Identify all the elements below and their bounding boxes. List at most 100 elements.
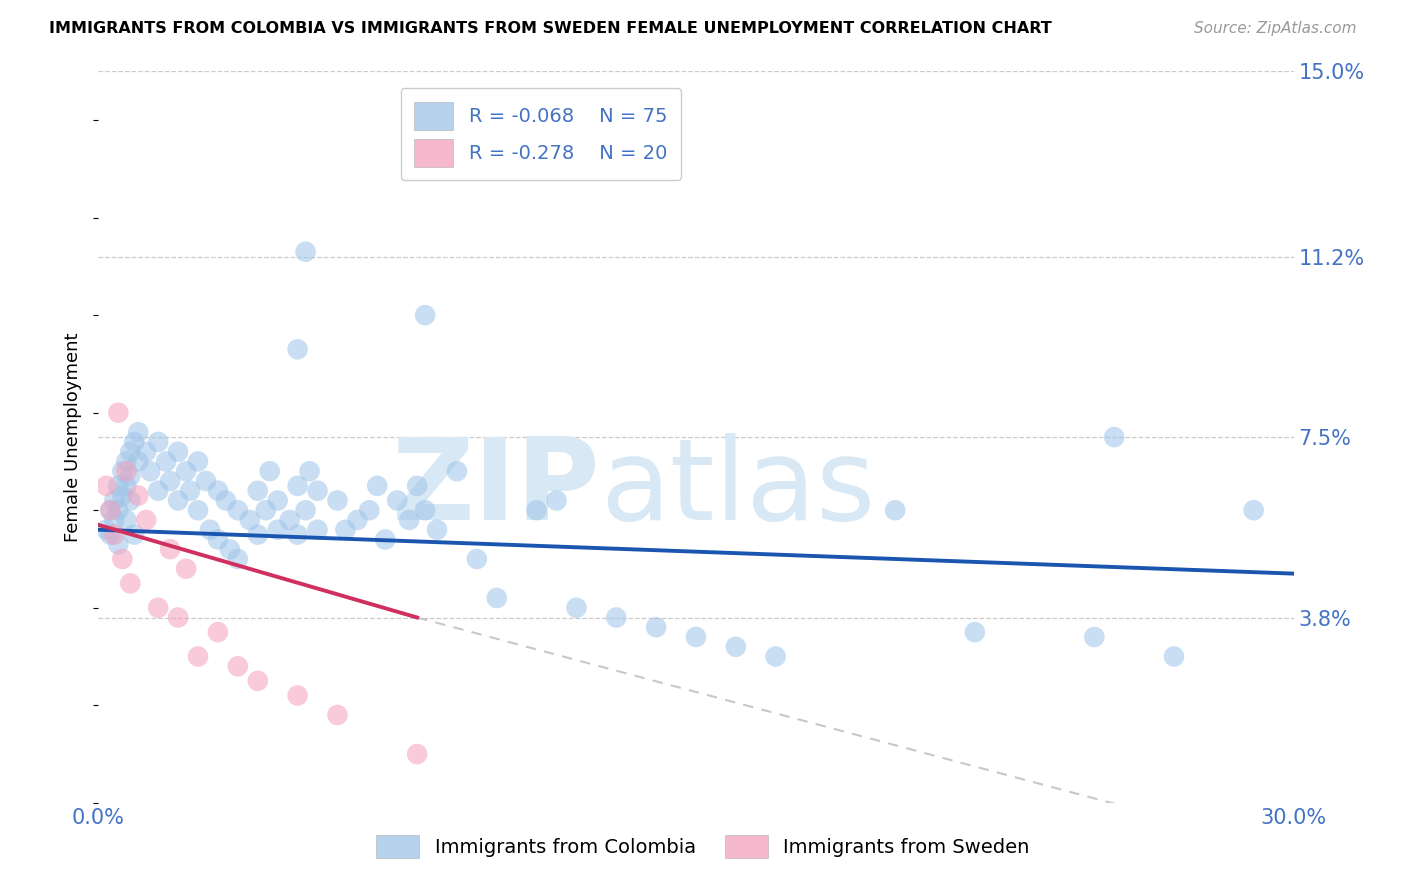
Point — [167, 610, 190, 624]
Point — [115, 479, 138, 493]
Point — [267, 523, 290, 537]
Point — [359, 503, 381, 517]
Point — [96, 523, 118, 537]
Point — [219, 542, 242, 557]
Point — [294, 503, 316, 517]
Point — [259, 464, 281, 478]
Point — [103, 493, 125, 508]
Point — [884, 503, 907, 517]
Point — [103, 513, 125, 527]
Point — [246, 527, 269, 541]
Point — [174, 562, 197, 576]
Point — [294, 244, 316, 259]
Point — [724, 640, 747, 654]
Point — [120, 444, 142, 458]
Point — [963, 625, 986, 640]
Point — [406, 479, 429, 493]
Point — [239, 513, 262, 527]
Point — [226, 659, 249, 673]
Point — [1243, 503, 1265, 517]
Point — [1104, 430, 1126, 444]
Point — [195, 474, 218, 488]
Y-axis label: Female Unemployment: Female Unemployment — [65, 333, 83, 541]
Point — [148, 434, 170, 449]
Point — [326, 493, 349, 508]
Point — [135, 513, 157, 527]
Point — [127, 489, 149, 503]
Point — [1163, 649, 1185, 664]
Point — [96, 479, 118, 493]
Point — [207, 483, 229, 498]
Point — [307, 523, 329, 537]
Point — [287, 479, 309, 493]
Point — [187, 649, 209, 664]
Point — [120, 493, 142, 508]
Point — [174, 464, 197, 478]
Point — [287, 689, 309, 703]
Point — [159, 474, 181, 488]
Point — [127, 454, 149, 468]
Point — [120, 469, 142, 483]
Point — [267, 493, 290, 508]
Point — [98, 503, 122, 517]
Point — [115, 454, 138, 468]
Point — [115, 464, 138, 478]
Point — [278, 513, 301, 527]
Point — [307, 483, 329, 498]
Point — [374, 533, 396, 547]
Point — [107, 406, 129, 420]
Point — [187, 454, 209, 468]
Point — [346, 513, 368, 527]
Legend: Immigrants from Colombia, Immigrants from Sweden: Immigrants from Colombia, Immigrants fro… — [368, 827, 1038, 866]
Point — [526, 503, 548, 517]
Point — [107, 537, 129, 551]
Point — [226, 552, 249, 566]
Point — [254, 503, 277, 517]
Text: ZIP: ZIP — [392, 433, 600, 544]
Point — [111, 464, 134, 478]
Legend: R = -0.068    N = 75, R = -0.278    N = 20: R = -0.068 N = 75, R = -0.278 N = 20 — [401, 88, 681, 180]
Text: atlas: atlas — [600, 433, 876, 544]
Point — [207, 625, 229, 640]
Point — [426, 523, 449, 537]
Point — [179, 483, 201, 498]
Point — [1083, 630, 1105, 644]
Point — [413, 308, 436, 322]
Point — [605, 610, 627, 624]
Point — [465, 552, 488, 566]
Point — [98, 527, 122, 541]
Point — [385, 493, 409, 508]
Point — [187, 503, 209, 517]
Point — [366, 479, 388, 493]
Point — [645, 620, 668, 634]
Point — [207, 533, 229, 547]
Point — [246, 673, 269, 688]
Point — [139, 464, 162, 478]
Point — [765, 649, 787, 664]
Point — [111, 552, 134, 566]
Point — [135, 444, 157, 458]
Point — [326, 708, 349, 723]
Point — [446, 464, 468, 478]
Point — [107, 503, 129, 517]
Point — [215, 493, 238, 508]
Point — [115, 513, 138, 527]
Point — [685, 630, 707, 644]
Point — [148, 600, 170, 615]
Point — [148, 483, 170, 498]
Point — [120, 576, 142, 591]
Point — [111, 489, 134, 503]
Point — [335, 523, 357, 537]
Point — [167, 444, 190, 458]
Point — [406, 747, 429, 761]
Point — [398, 513, 420, 527]
Point — [565, 600, 588, 615]
Point — [287, 343, 309, 357]
Point — [159, 542, 181, 557]
Point — [124, 527, 146, 541]
Point — [226, 503, 249, 517]
Point — [287, 527, 309, 541]
Point — [127, 425, 149, 440]
Point — [167, 493, 190, 508]
Point — [124, 434, 146, 449]
